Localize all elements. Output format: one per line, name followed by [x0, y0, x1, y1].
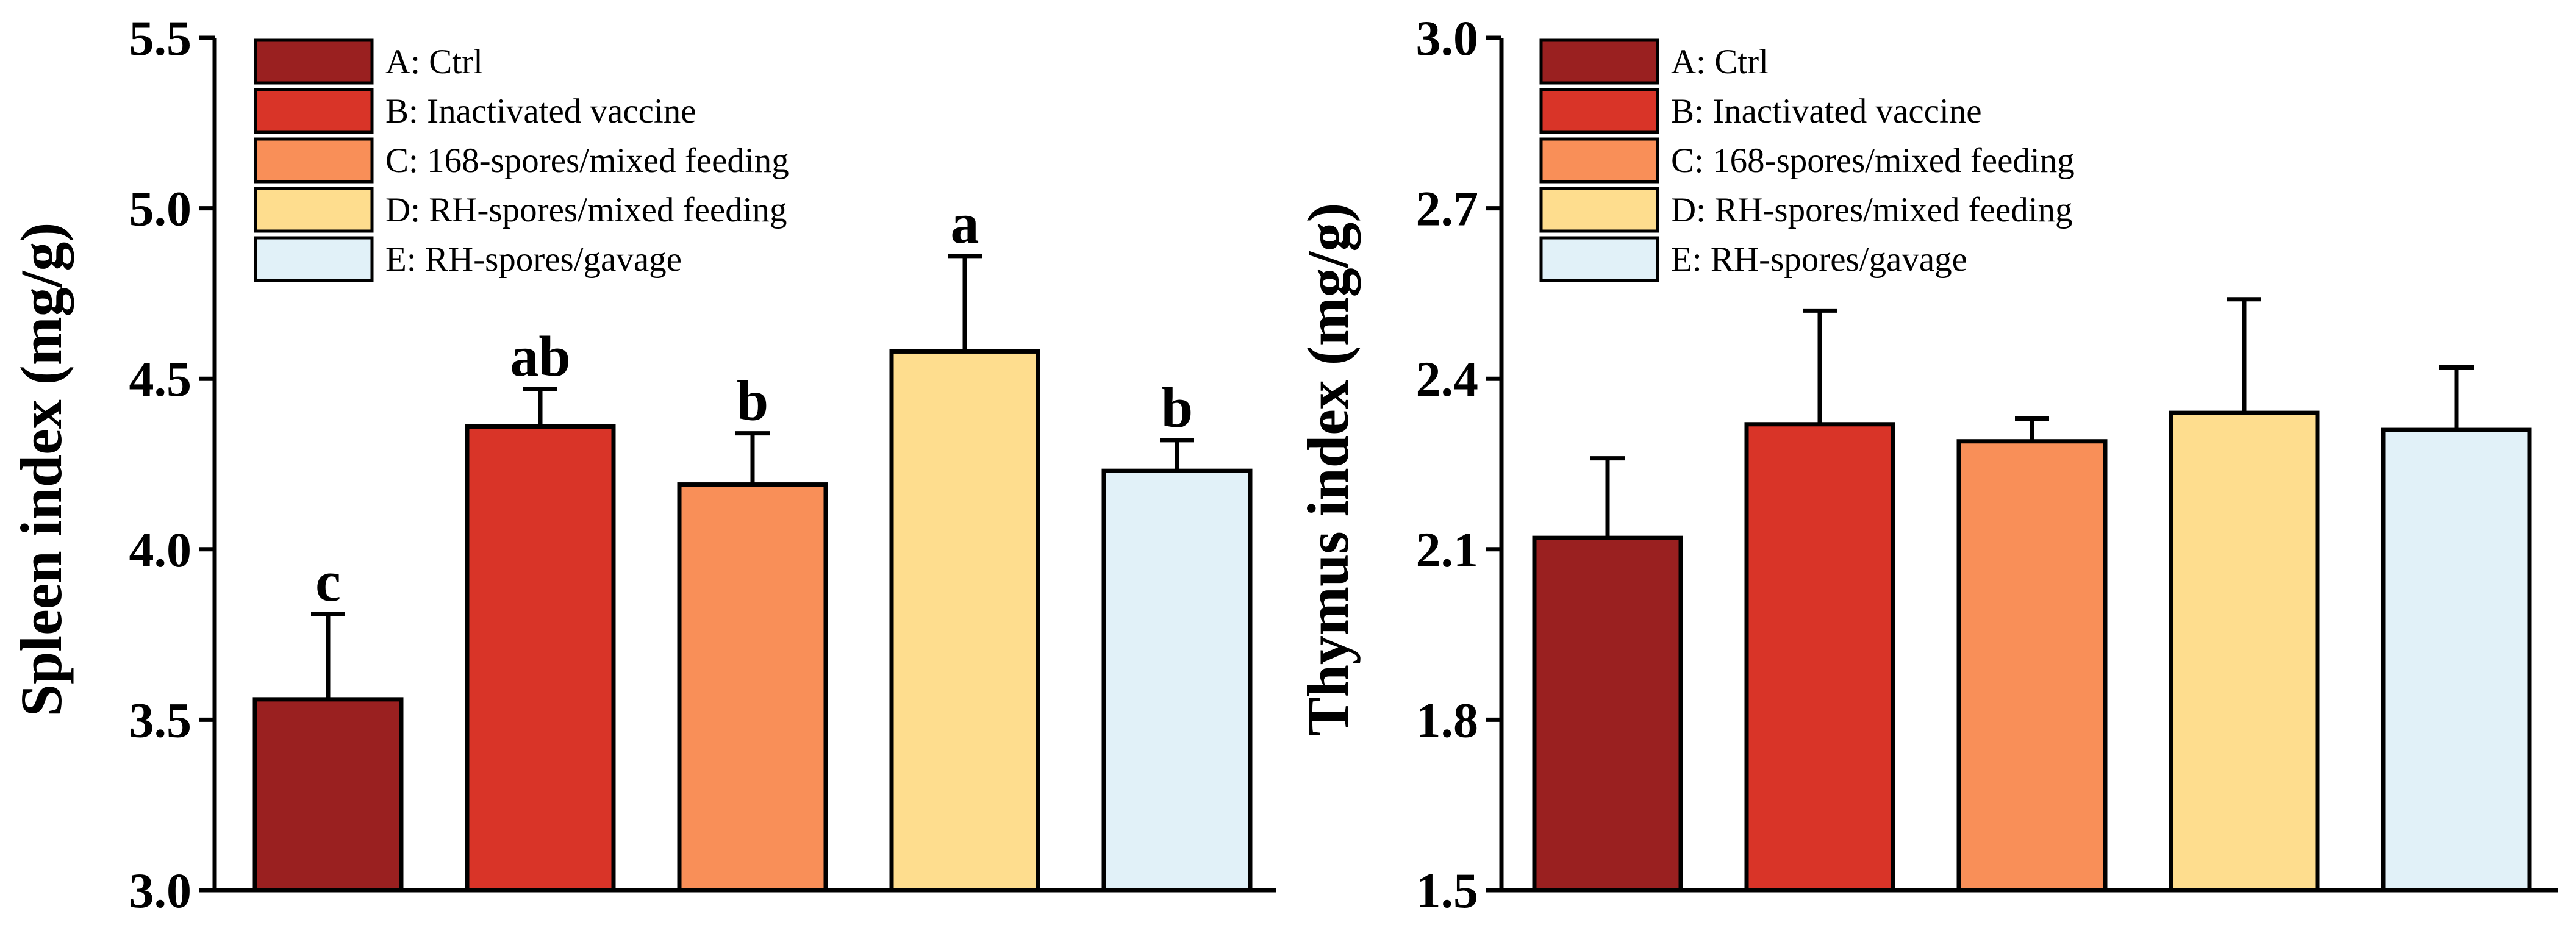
thymus-y-tick-label: 1.8: [1416, 692, 1479, 748]
spleen-y-tick: 3.5: [129, 692, 215, 748]
legend-item: E: RH-spores/gavage: [1539, 236, 1967, 282]
thymus-y-tick: 2.1: [1416, 522, 1501, 577]
legend-label: B: Inactivated vaccine: [1671, 92, 1982, 130]
legend-item: A: Ctrl: [254, 38, 483, 85]
spleen-y-tick: 3.0: [129, 863, 215, 918]
thymus-y-tick: 1.8: [1416, 692, 1501, 748]
thymus-panel: Thymus index (mg/g) 1.5 1.8 2.1 2.4 2.7 …: [1295, 10, 2558, 918]
thymus-bar-d: [2169, 297, 2320, 893]
legend-swatch: [254, 236, 374, 282]
spleen-y-axis-title: Spleen index (mg/g): [9, 223, 74, 717]
spleen-legend: A: Ctrl B: Inactivated vaccine C: 168-sp…: [254, 38, 789, 282]
legend-label: C: 168-spores/mixed feeding: [1671, 141, 2075, 180]
spleen-y-tick: 4.5: [129, 351, 215, 407]
legend-swatch: [254, 38, 374, 85]
legend-label: A: Ctrl: [385, 43, 483, 81]
thymus-bar-c: [1956, 416, 2108, 893]
legend-swatch: [1539, 137, 1659, 184]
legend-label: E: RH-spores/gavage: [385, 240, 682, 279]
spleen-y-tick-label: 5.5: [129, 10, 192, 66]
thymus-y-tick: 1.5: [1416, 863, 1501, 918]
spleen-y-tick-label: 3.0: [129, 863, 192, 918]
thymus-y-tick-label: 2.4: [1416, 351, 1479, 407]
spleen-bar-a: c: [252, 550, 404, 893]
thymus-y-tick-label: 2.7: [1416, 181, 1479, 237]
bar: [2169, 410, 2320, 893]
thymus-bar-a: [1532, 456, 1683, 893]
thymus-bar-b: [1744, 308, 1895, 893]
spleen-bars: c ab b a b: [252, 192, 1253, 893]
legend-item: A: Ctrl: [1539, 38, 1769, 85]
thymus-axes: [1499, 38, 2558, 893]
thymus-y-tick: 2.4: [1416, 351, 1501, 407]
spleen-y-tick-label: 4.0: [129, 522, 192, 577]
legend-label: D: RH-spores/mixed feeding: [385, 191, 787, 229]
significance-label: c: [315, 550, 341, 613]
thymus-bar-e: [2381, 365, 2532, 893]
legend-label: D: RH-spores/mixed feeding: [1671, 191, 2073, 229]
legend-swatch: [254, 137, 374, 184]
spleen-y-tick: 5.5: [129, 10, 215, 66]
thymus-y-axis-title: Thymus index (mg/g): [1295, 203, 1361, 737]
bar: [465, 424, 616, 893]
thymus-y-ticks: 1.5 1.8 2.1 2.4 2.7 3.0: [1416, 10, 1501, 918]
bar: [1744, 422, 1895, 893]
legend-item: B: Inactivated vaccine: [1539, 88, 1982, 134]
spleen-bar-e: b: [1101, 376, 1253, 893]
thymus-y-tick-label: 1.5: [1416, 863, 1479, 918]
legend-label: A: Ctrl: [1671, 43, 1769, 81]
bar: [1532, 535, 1683, 893]
legend-item: D: RH-spores/mixed feeding: [254, 187, 787, 233]
bar: [2381, 427, 2532, 893]
legend-item: C: 168-spores/mixed feeding: [1539, 137, 2075, 184]
spleen-y-ticks: 3.0 3.5 4.0 4.5 5.0 5.5: [129, 10, 215, 918]
significance-label: b: [737, 370, 768, 433]
significance-label: a: [951, 192, 979, 255]
bar: [889, 349, 1040, 893]
legend-swatch: [1539, 187, 1659, 233]
legend-item: B: Inactivated vaccine: [254, 88, 696, 134]
significance-label: ab: [510, 325, 570, 388]
bar: [1101, 468, 1253, 893]
thymus-y-tick-label: 2.1: [1416, 522, 1479, 577]
legend-item: D: RH-spores/mixed feeding: [1539, 187, 2073, 233]
spleen-bar-c: b: [677, 370, 828, 893]
spleen-y-tick-label: 5.0: [129, 181, 192, 237]
bar: [1956, 439, 2108, 893]
spleen-axes: [212, 38, 1276, 893]
legend-label: C: 168-spores/mixed feeding: [385, 141, 789, 180]
legend-swatch: [254, 187, 374, 233]
legend-label: B: Inactivated vaccine: [385, 92, 696, 130]
spleen-y-tick-label: 3.5: [129, 692, 192, 748]
spleen-y-tick: 5.0: [129, 181, 215, 237]
spleen-bar-b: ab: [465, 325, 616, 893]
thymus-bars: [1532, 297, 2532, 893]
legend-swatch: [1539, 236, 1659, 282]
spleen-y-tick-label: 4.5: [129, 351, 192, 407]
spleen-panel: Spleen index (mg/g) 3.0 3.5 4.0 4.5 5.0 …: [9, 10, 1276, 918]
bar: [252, 697, 404, 893]
legend-swatch: [1539, 38, 1659, 85]
legend-label: E: RH-spores/gavage: [1671, 240, 1967, 279]
legend-swatch: [1539, 88, 1659, 134]
thymus-y-tick-label: 3.0: [1416, 10, 1479, 66]
thymus-y-tick: 3.0: [1416, 10, 1501, 66]
significance-label: b: [1161, 376, 1193, 440]
spleen-bar-d: a: [889, 192, 1040, 893]
thymus-legend: A: Ctrl B: Inactivated vaccine C: 168-sp…: [1539, 38, 2075, 282]
thymus-y-tick: 2.7: [1416, 181, 1501, 237]
legend-item: C: 168-spores/mixed feeding: [254, 137, 789, 184]
legend-swatch: [254, 88, 374, 134]
bar: [677, 482, 828, 893]
legend-item: E: RH-spores/gavage: [254, 236, 682, 282]
spleen-y-tick: 4.0: [129, 522, 215, 577]
